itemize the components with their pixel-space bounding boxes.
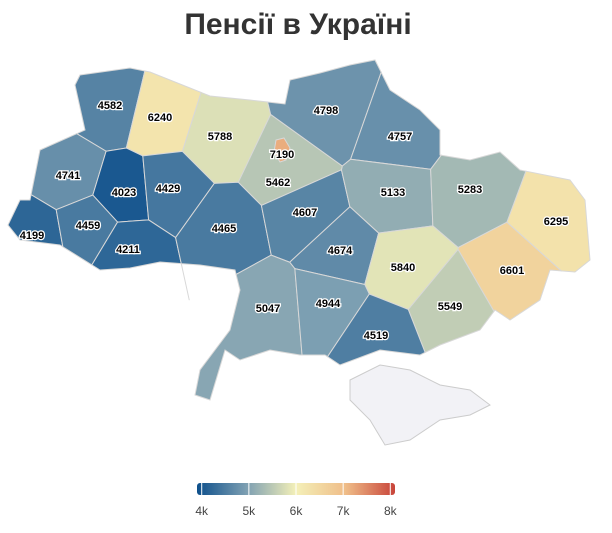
crimea [349, 364, 491, 446]
value-label: 4199 [20, 230, 44, 242]
region [326, 293, 426, 366]
value-label: 5133 [381, 187, 405, 199]
value-label: 5462 [266, 177, 290, 189]
value-label: 5840 [391, 262, 415, 274]
legend-tick-label: 4k [195, 504, 209, 518]
value-label: 4582 [98, 100, 122, 112]
legend-tick-label: 8k [384, 504, 398, 518]
value-label: 4607 [293, 207, 317, 219]
value-label: 5047 [256, 303, 280, 315]
region [91, 219, 190, 301]
legend-tick-label: 5k [243, 504, 257, 518]
value-label: 4741 [56, 170, 80, 182]
value-label: 4465 [212, 223, 236, 235]
value-label: 7190 [270, 149, 294, 161]
value-label: 4211 [116, 244, 140, 256]
value-label: 5549 [438, 301, 462, 313]
value-label: 4429 [156, 183, 180, 195]
region [194, 254, 303, 401]
value-label: 5283 [458, 184, 482, 196]
value-label: 4023 [112, 187, 136, 199]
region [273, 137, 291, 163]
value-label: 5788 [208, 131, 232, 143]
value-label: 4798 [314, 105, 338, 117]
value-label: 4944 [316, 298, 341, 310]
value-label: 4519 [364, 330, 388, 342]
region [7, 193, 64, 248]
map-title: Пенсії в Україні [184, 8, 411, 41]
value-label: 4674 [328, 245, 353, 257]
region [266, 59, 382, 167]
value-label: 6295 [544, 216, 568, 228]
value-label: 4757 [388, 131, 412, 143]
region [457, 221, 563, 321]
legend-tick-label: 6k [290, 504, 304, 518]
value-label: 6240 [148, 112, 172, 124]
value-label: 4459 [76, 220, 100, 232]
legend-tick-label: 7k [337, 504, 351, 518]
value-label: 6601 [500, 265, 524, 277]
